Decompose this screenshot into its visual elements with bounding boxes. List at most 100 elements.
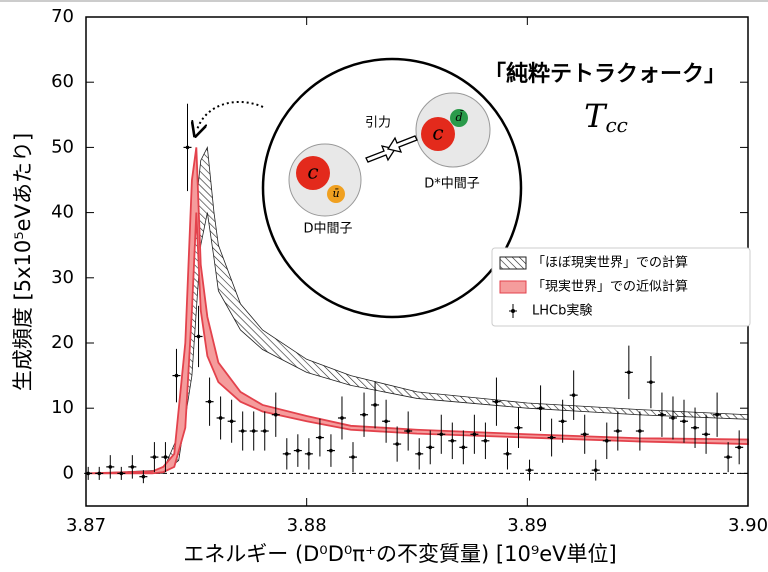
data-dot bbox=[240, 429, 245, 433]
attraction-label: 引力 bbox=[365, 116, 391, 131]
legend-label: 「ほぼ現実世界」での計算 bbox=[532, 255, 688, 271]
data-dot bbox=[483, 439, 488, 443]
data-dot bbox=[682, 419, 686, 424]
x-axis-label: エネルギー (D⁰D⁰π⁺の不変質量) [10⁹eV単位] bbox=[183, 542, 616, 566]
data-dot bbox=[616, 429, 620, 433]
data-dot bbox=[671, 416, 675, 420]
legend-swatch bbox=[499, 280, 527, 294]
data-dot bbox=[108, 465, 113, 469]
data-dot bbox=[207, 399, 212, 404]
data-dot bbox=[329, 448, 333, 453]
annotation-title: 「純粋テトラクォーク」 bbox=[484, 61, 726, 87]
data-dot bbox=[439, 432, 444, 437]
data-dot bbox=[351, 455, 355, 459]
y-axis-label: 生成頻度 [5x10⁵eVあたり] bbox=[11, 133, 35, 391]
data-dot bbox=[384, 419, 388, 424]
legend-swatch bbox=[511, 309, 515, 313]
data-dot bbox=[141, 474, 146, 479]
data-dot bbox=[549, 435, 554, 440]
data-dot bbox=[262, 429, 267, 433]
data-dot bbox=[174, 373, 179, 378]
quark-label: d̄ bbox=[455, 111, 464, 124]
data-dot bbox=[373, 403, 377, 407]
legend-swatch bbox=[499, 256, 527, 270]
data-dot bbox=[505, 452, 510, 456]
data-dot bbox=[627, 370, 631, 375]
data-dot bbox=[450, 439, 455, 443]
data-dot bbox=[318, 435, 322, 440]
data-dot bbox=[560, 419, 565, 424]
data-dot bbox=[163, 455, 168, 459]
symbol: Tcc bbox=[584, 97, 628, 137]
data-dot bbox=[494, 399, 499, 404]
x-tick-label: 3.87 bbox=[66, 515, 106, 536]
meson-label: D*中間子 bbox=[424, 177, 480, 192]
data-dot bbox=[704, 432, 708, 437]
data-dot bbox=[593, 468, 598, 472]
data-dot bbox=[86, 471, 91, 476]
data-dot bbox=[152, 455, 157, 459]
data-dot bbox=[726, 455, 730, 459]
x-tick-label: 3.89 bbox=[507, 515, 547, 536]
y-tick-label: 30 bbox=[51, 267, 74, 288]
y-tick-label: 50 bbox=[51, 136, 74, 157]
data-dot bbox=[737, 445, 741, 450]
data-dot bbox=[472, 432, 477, 437]
quark bbox=[421, 117, 455, 151]
legend-box bbox=[491, 247, 751, 327]
data-dot bbox=[119, 471, 124, 476]
data-dot bbox=[417, 452, 422, 456]
diagram: c ū c d̄ D中間子 D*中間子 引力 bbox=[197, 57, 523, 319]
legend-label: LHCb実験 bbox=[532, 303, 592, 319]
data-dot bbox=[97, 471, 102, 476]
data-dot bbox=[649, 380, 653, 384]
data-dot bbox=[538, 406, 543, 411]
y-tick-label: 70 bbox=[51, 6, 74, 27]
data-dot bbox=[340, 416, 344, 420]
y-tick-label: 60 bbox=[51, 71, 74, 92]
quark bbox=[296, 156, 330, 190]
data-dot bbox=[362, 412, 366, 417]
x-tick-label: 3.90 bbox=[728, 515, 768, 536]
quark-label: ū bbox=[332, 187, 339, 200]
data-dot bbox=[516, 425, 521, 430]
data-dot bbox=[273, 412, 278, 417]
pointer-arrow bbox=[197, 100, 264, 130]
data-dot bbox=[296, 448, 300, 453]
quark-label: c bbox=[307, 160, 318, 184]
data-dot bbox=[582, 432, 587, 437]
data-dot bbox=[660, 412, 664, 417]
antiquark bbox=[327, 185, 345, 203]
y-tick-label: 0 bbox=[63, 462, 74, 483]
data-dot bbox=[461, 445, 466, 450]
x-tick-label: 3.88 bbox=[287, 515, 327, 536]
data-dot bbox=[229, 419, 234, 424]
data-dot bbox=[218, 416, 223, 420]
legend-label: 「現実世界」での近似計算 bbox=[532, 279, 688, 295]
data-dot bbox=[527, 468, 532, 472]
data-dot bbox=[571, 393, 576, 397]
data-dot bbox=[251, 429, 256, 433]
data-dot bbox=[395, 442, 399, 446]
data-dot bbox=[406, 429, 410, 433]
data-dot bbox=[693, 425, 697, 430]
plot-area: 3.87 3.88 3.89 3.90 0 10 20 30 40 50 60 70 bbox=[51, 6, 768, 536]
quark-label: c bbox=[432, 121, 443, 145]
data-dot bbox=[307, 452, 311, 456]
data-dot bbox=[185, 145, 190, 150]
symbol-main: T bbox=[584, 97, 608, 135]
data-dot bbox=[428, 445, 433, 450]
arrow bbox=[386, 135, 418, 153]
data-dot bbox=[130, 465, 135, 469]
data-dot bbox=[604, 439, 609, 443]
y-tick-label: 10 bbox=[51, 397, 74, 418]
antiquark bbox=[450, 109, 468, 127]
data-dot bbox=[715, 412, 719, 417]
data-dot bbox=[196, 334, 201, 339]
meson-label: D中間子 bbox=[303, 222, 352, 237]
y-tick-label: 20 bbox=[51, 332, 74, 353]
legend: 「ほぼ現実世界」での計算「現実世界」での近似計算 LHCb実験 bbox=[491, 247, 751, 327]
arrow bbox=[365, 145, 397, 163]
data-dot bbox=[285, 452, 289, 456]
